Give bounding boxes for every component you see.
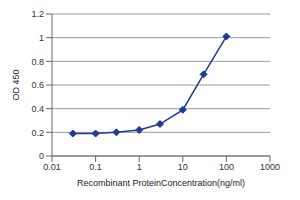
svg-text:1.2: 1.2: [31, 9, 44, 19]
svg-text:1: 1: [39, 33, 44, 43]
svg-text:0.8: 0.8: [31, 57, 44, 67]
svg-text:1: 1: [137, 162, 142, 172]
svg-text:0: 0: [39, 151, 44, 161]
svg-text:0.01: 0.01: [43, 162, 61, 172]
svg-text:Recombinant ProteinConcentrati: Recombinant ProteinConcentration(ng/ml): [77, 178, 245, 188]
svg-text:0.4: 0.4: [31, 104, 44, 114]
svg-text:100: 100: [219, 162, 234, 172]
svg-text:10: 10: [178, 162, 188, 172]
svg-text:0.6: 0.6: [31, 80, 44, 90]
svg-text:0.2: 0.2: [31, 128, 44, 138]
svg-text:0.1: 0.1: [89, 162, 102, 172]
svg-text:OD 450: OD 450: [11, 69, 21, 100]
svg-text:1000: 1000: [260, 162, 280, 172]
